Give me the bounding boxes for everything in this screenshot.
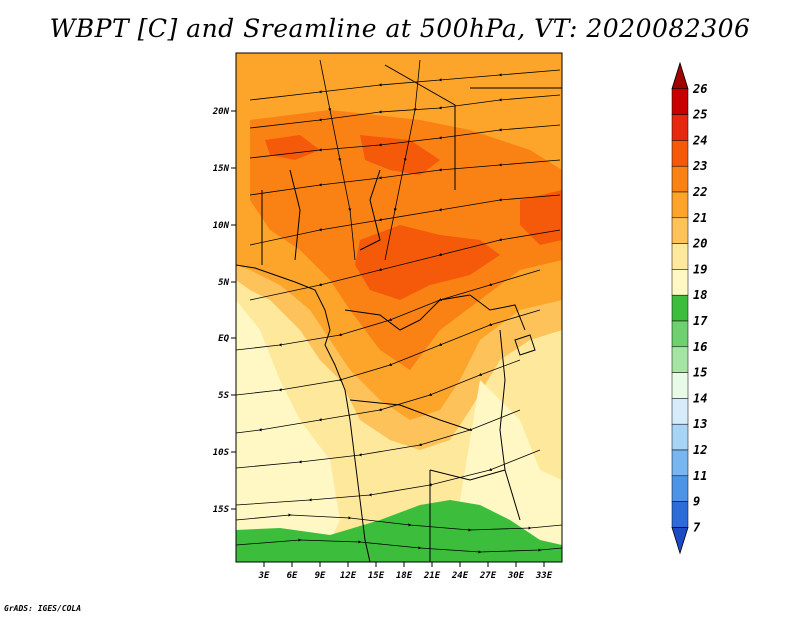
lat-label: 10S — [213, 448, 230, 458]
colorbar-swatch — [671, 294, 689, 322]
colorbar-label: 7 — [693, 520, 701, 534]
colorbar-swatch — [671, 114, 689, 141]
grads-credit: GrADS: IGES/COLA — [4, 604, 82, 613]
border — [344, 294, 471, 331]
colorbar-swatch — [671, 423, 689, 451]
lon-label: 30E — [507, 571, 525, 581]
colorbar-label: 16 — [693, 340, 707, 354]
lat-label: 15S — [213, 505, 230, 515]
lake-victoria — [514, 334, 536, 356]
colorbar-label: 12 — [693, 443, 707, 457]
streamline — [249, 69, 561, 101]
lon-label: 24E — [451, 571, 469, 581]
border — [359, 169, 381, 251]
chart-title: WBPT [C] and Sreamline at 500hPa, VT: 20… — [49, 14, 751, 43]
country-borders — [236, 64, 562, 562]
lon-label: 12E — [340, 571, 357, 581]
colorbar-swatch — [671, 501, 689, 528]
lon-label: 18E — [396, 571, 413, 581]
border — [289, 169, 301, 261]
colorbar-label: 22 — [692, 185, 707, 199]
border — [384, 64, 456, 190]
colorbar-swatch — [671, 398, 689, 425]
lat-axis: 20N 15N 10N 5N EQ 5S 10S 15S — [212, 107, 236, 515]
colorbar-label: 15 — [693, 366, 707, 380]
streamline — [236, 538, 562, 554]
lon-label: 6E — [287, 571, 298, 581]
colorbar: 26 25 24 23 22 21 20 19 18 17 16 15 14 13 12 11 9 7 — [671, 61, 708, 555]
lon-label: 33E — [535, 571, 553, 581]
lat-label: 20N — [212, 107, 230, 117]
colorbar-label: 14 — [693, 391, 707, 405]
colorbar-swatch — [671, 243, 689, 270]
colorbar-label: 13 — [693, 417, 707, 431]
lat-label: 10N — [213, 221, 230, 231]
lon-label: 15E — [368, 571, 385, 581]
colorbar-label: 18 — [693, 288, 707, 302]
border — [349, 399, 471, 431]
colorbar-swatch — [671, 88, 689, 115]
lat-label: 5N — [218, 278, 229, 288]
streamline — [319, 59, 356, 261]
lat-label: EQ — [218, 334, 229, 344]
colorbar-swatch — [671, 269, 689, 296]
colorbar-swatch — [671, 346, 689, 373]
border — [499, 329, 521, 521]
streamline — [249, 194, 561, 246]
streamline — [236, 409, 521, 469]
colorbar-label: 24 — [692, 133, 707, 147]
map-frame — [235, 52, 563, 563]
colorbar-label: 26 — [692, 82, 707, 96]
colorbar-label: 25 — [692, 108, 707, 122]
lat-label: 5S — [218, 391, 229, 401]
colorbar-arrow-top — [671, 61, 689, 90]
coastline — [236, 264, 371, 562]
colorbar-swatch — [671, 449, 689, 477]
streamline — [236, 359, 521, 434]
lon-axis: 3E 6E 9E 12E 15E 18E 21E 24E 27E 30E 33E — [258, 562, 553, 581]
colorbar-swatch — [671, 165, 689, 193]
colorbar-label: 9 — [693, 495, 700, 509]
lon-label: 3E — [258, 571, 270, 581]
lat-label: 15N — [213, 164, 230, 174]
lon-label: 27E — [479, 571, 497, 581]
colorbar-swatch — [671, 372, 689, 399]
lon-label: 21E — [423, 571, 441, 581]
streamlines — [236, 59, 562, 554]
colorbar-arrow-bottom — [671, 527, 689, 555]
colorbar-swatch — [671, 320, 689, 348]
lon-label: 9E — [315, 571, 326, 581]
colorbar-label: 19 — [693, 262, 707, 276]
colorbar-label: 11 — [693, 469, 707, 483]
colorbar-swatch — [671, 140, 689, 167]
border — [429, 469, 506, 481]
streamline — [236, 513, 562, 532]
colorbar-swatch — [671, 191, 689, 219]
colorbar-swatch — [671, 217, 689, 244]
colorbar-label: 20 — [692, 237, 707, 251]
colorbar-label: 17 — [693, 314, 708, 328]
border — [469, 294, 526, 331]
colorbar-swatch — [671, 475, 689, 502]
streamline — [384, 59, 421, 261]
colorbar-label: 23 — [692, 159, 707, 173]
colorbar-label: 21 — [692, 211, 707, 225]
streamline — [236, 449, 541, 506]
map-panel: 20N 15N 10N 5N EQ 5S 10S 15S 3E 6E 9E 12… — [212, 52, 563, 581]
